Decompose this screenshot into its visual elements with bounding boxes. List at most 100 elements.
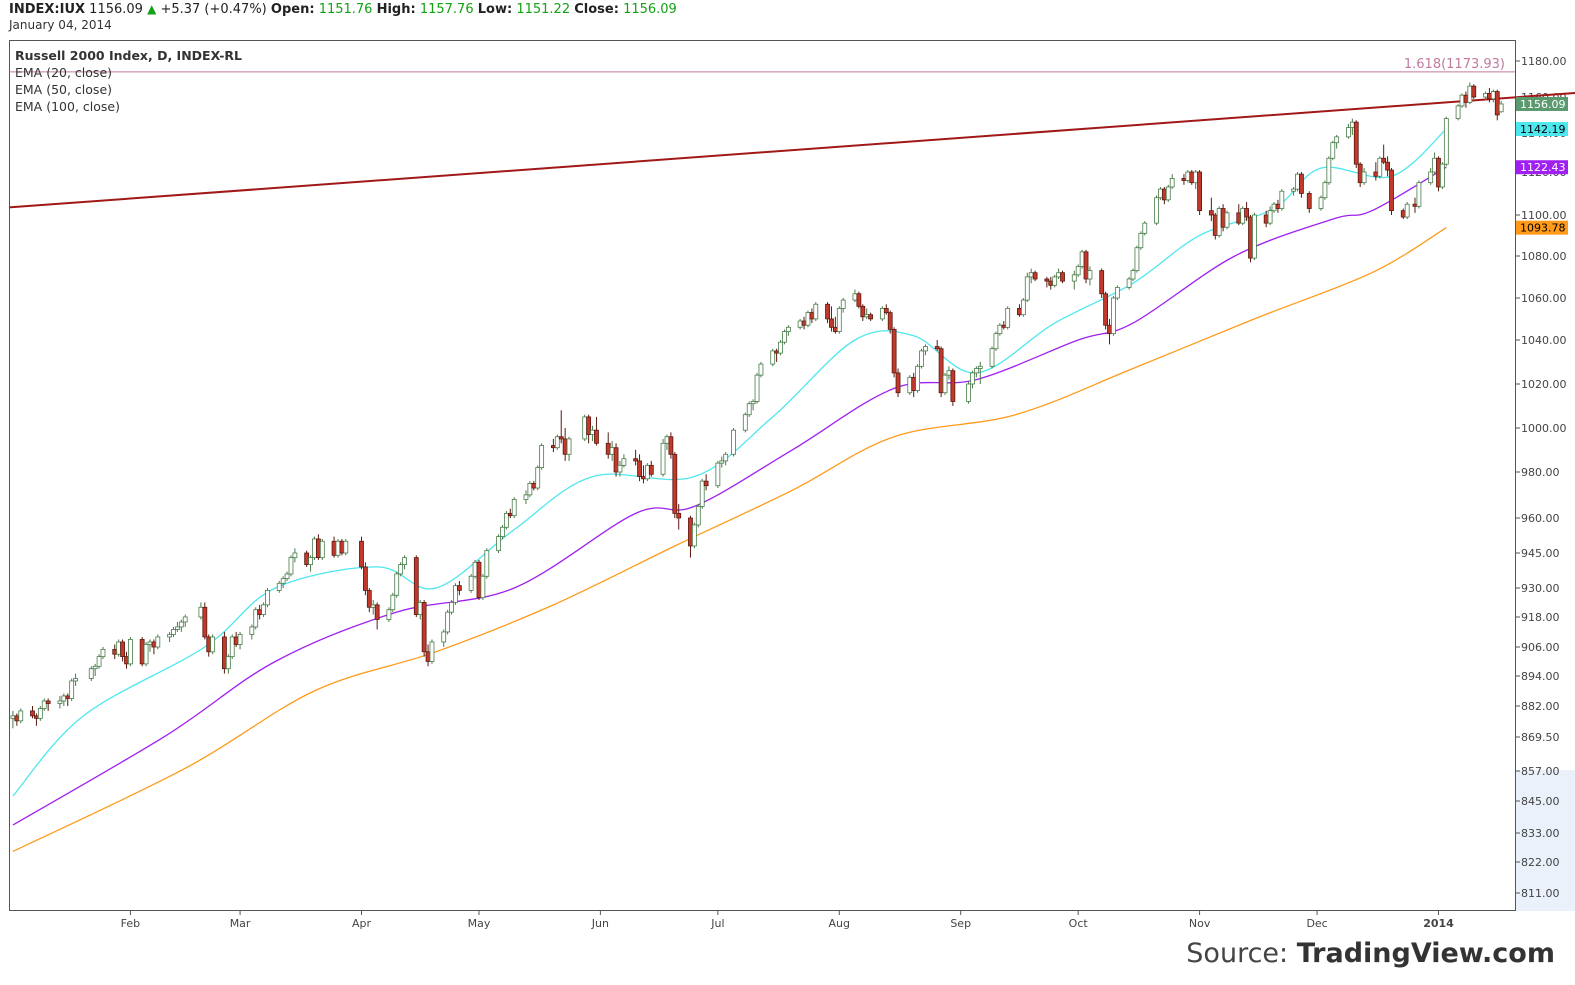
- candle-body: [785, 326, 791, 332]
- candle-body: [288, 557, 294, 575]
- time-tick-label: Apr: [352, 917, 372, 930]
- low-label: Low:: [477, 2, 513, 17]
- candle-body: [754, 374, 760, 402]
- close-value: 1156.09: [623, 2, 677, 17]
- candle-body: [1490, 91, 1496, 100]
- time-tick-label: Aug: [829, 917, 850, 930]
- candle-body: [695, 506, 701, 526]
- candle-body: [539, 445, 545, 468]
- candle-body: [421, 602, 427, 653]
- candle-body: [1400, 210, 1406, 218]
- candle-body: [335, 540, 341, 556]
- candle-body: [18, 710, 24, 722]
- time-tick-label: 2014: [1423, 917, 1454, 930]
- candle-body: [284, 573, 290, 580]
- candle-body: [14, 715, 20, 722]
- candle-body: [668, 436, 674, 455]
- candle-body: [1443, 118, 1449, 165]
- candle-body: [887, 312, 893, 330]
- candle-body: [1114, 287, 1120, 299]
- candle-body: [503, 512, 509, 528]
- candle-body: [222, 636, 227, 670]
- source-credit[interactable]: Source: TradingView.com: [1186, 938, 1555, 969]
- price-axis[interactable]: 1180.001160.001140.001120.001100.001080.…: [1515, 55, 1567, 900]
- price-badges: 1156.09 1142.19 1122.43 1093.78: [1516, 96, 1568, 235]
- candle-body: [1498, 103, 1504, 113]
- price-tick-label: 930.00: [1521, 582, 1560, 595]
- candle-body: [237, 634, 243, 645]
- candle-body: [527, 483, 533, 496]
- price-tick-label: 1100.00: [1521, 209, 1567, 222]
- trendline[interactable]: [8, 91, 1575, 209]
- candle-body: [966, 383, 971, 402]
- candle-body: [586, 416, 592, 435]
- candle-body: [147, 641, 153, 645]
- candle-body: [829, 318, 834, 328]
- candle-body: [1244, 208, 1249, 218]
- trendline-line[interactable]: [8, 91, 1575, 209]
- candle-body: [864, 314, 870, 318]
- candle-body: [633, 458, 639, 462]
- candle-body: [453, 585, 458, 603]
- candle-body: [374, 604, 380, 620]
- candle-body: [1334, 136, 1340, 144]
- candle-body: [1158, 188, 1163, 199]
- time-axis[interactable]: Feb Mar Apr May Jun Jul Aug Sep Oct Nov Dec 2014: [121, 910, 1454, 930]
- candle-body: [1275, 203, 1281, 209]
- candle-body: [206, 636, 212, 653]
- candle-body: [613, 447, 619, 473]
- candle-body: [891, 329, 897, 374]
- candle-body: [1165, 186, 1171, 201]
- candle-body: [304, 552, 310, 566]
- candle-body: [856, 293, 862, 307]
- candle-body: [535, 467, 541, 489]
- candle-body: [688, 517, 693, 547]
- candle-body: [594, 429, 599, 444]
- legend-ema100[interactable]: EMA (100, close): [15, 99, 120, 114]
- candle-body: [621, 458, 627, 466]
- candle-body: [445, 611, 451, 633]
- candle-body: [331, 540, 337, 556]
- price-tick-label: 894.00: [1521, 670, 1560, 683]
- source-prefix: Source:: [1186, 938, 1297, 969]
- candle-body: [868, 314, 874, 320]
- candle-body: [394, 573, 400, 596]
- candle-body: [1142, 222, 1148, 234]
- candle-body: [550, 445, 556, 449]
- time-tick-label: Feb: [121, 917, 140, 930]
- candle-body: [225, 656, 231, 670]
- candle-body: [715, 462, 721, 487]
- candle-body: [413, 557, 419, 615]
- symbol[interactable]: INDEX:IUX: [9, 2, 86, 17]
- legend-ema50[interactable]: EMA (50, close): [15, 82, 112, 97]
- candle-body: [57, 700, 63, 704]
- candle-body: [923, 346, 928, 352]
- candle-body: [1279, 190, 1285, 209]
- candle-body: [276, 582, 282, 591]
- legend-ema20[interactable]: EMA (20, close): [15, 65, 112, 80]
- candle-body: [746, 403, 752, 416]
- candle-body: [143, 644, 149, 665]
- candle-body: [265, 590, 270, 606]
- candle-body: [770, 350, 776, 365]
- candle-body: [801, 320, 807, 326]
- ema-line[interactable]: [12, 227, 1447, 852]
- candle-body: [1467, 85, 1473, 103]
- candle-body: [292, 552, 298, 559]
- candle-body: [182, 616, 188, 623]
- candle-body: [989, 348, 995, 367]
- candle-body: [1346, 127, 1351, 138]
- up-arrow-icon: ▲: [147, 2, 157, 16]
- candle-body: [523, 494, 529, 500]
- candle-body: [1349, 121, 1355, 128]
- candle-body: [1005, 308, 1011, 328]
- price-badge-label: 1156.09: [1520, 98, 1566, 111]
- fib-extension-level[interactable]: 1.618(1173.93): [9, 57, 1515, 73]
- candle-body: [249, 626, 255, 635]
- candle-body: [742, 414, 748, 431]
- time-tick-label: Jul: [710, 917, 724, 930]
- candle-body: [1428, 171, 1434, 184]
- price-tick-label: 1180.00: [1521, 55, 1567, 68]
- candle-body: [1377, 157, 1383, 177]
